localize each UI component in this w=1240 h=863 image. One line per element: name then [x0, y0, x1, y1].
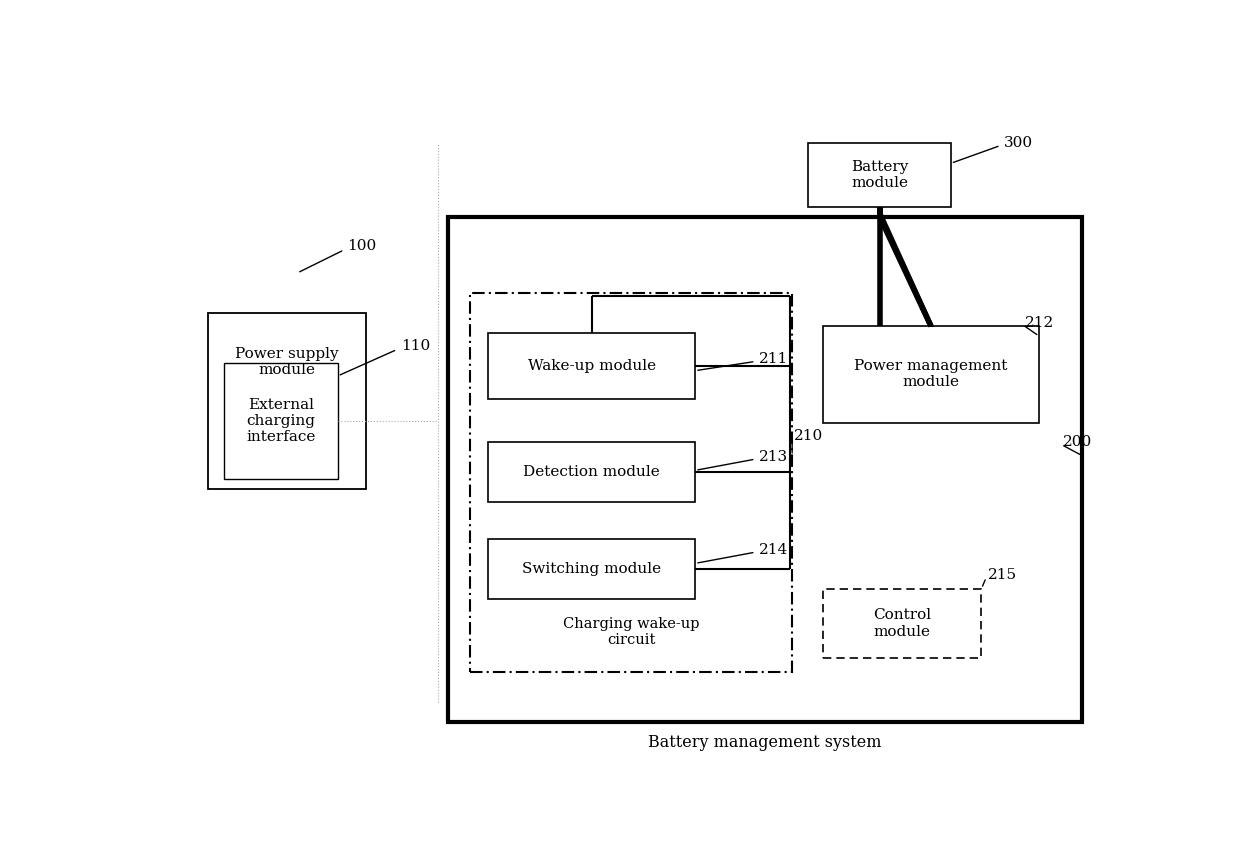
Bar — [823, 326, 1039, 423]
Bar — [489, 539, 696, 599]
Text: 200: 200 — [1063, 436, 1092, 450]
Text: 213: 213 — [759, 450, 787, 464]
Text: 110: 110 — [401, 339, 430, 353]
Text: Battery
module: Battery module — [851, 160, 908, 190]
Text: 215: 215 — [988, 569, 1017, 583]
Bar — [208, 313, 367, 489]
Bar — [823, 589, 982, 658]
Text: 210: 210 — [794, 429, 823, 443]
Text: 212: 212 — [1024, 316, 1054, 330]
Text: Switching module: Switching module — [522, 562, 661, 576]
Text: Charging wake-up
circuit: Charging wake-up circuit — [563, 617, 699, 647]
Text: Battery management system: Battery management system — [649, 734, 882, 751]
Bar — [470, 293, 792, 671]
Bar — [489, 443, 696, 502]
Text: External
charging
interface: External charging interface — [247, 398, 315, 444]
Text: Power supply
module: Power supply module — [236, 347, 339, 377]
Bar — [489, 333, 696, 400]
Text: Wake-up module: Wake-up module — [528, 359, 656, 373]
Bar — [224, 362, 337, 479]
Text: Power management
module: Power management module — [854, 359, 1008, 389]
Bar — [808, 143, 951, 206]
Text: 300: 300 — [1003, 136, 1033, 150]
Text: 100: 100 — [347, 239, 377, 254]
Text: Control
module: Control module — [873, 608, 931, 639]
Text: 214: 214 — [759, 543, 787, 557]
Bar — [448, 217, 1083, 721]
Text: 211: 211 — [759, 352, 787, 367]
Text: Detection module: Detection module — [523, 465, 660, 479]
